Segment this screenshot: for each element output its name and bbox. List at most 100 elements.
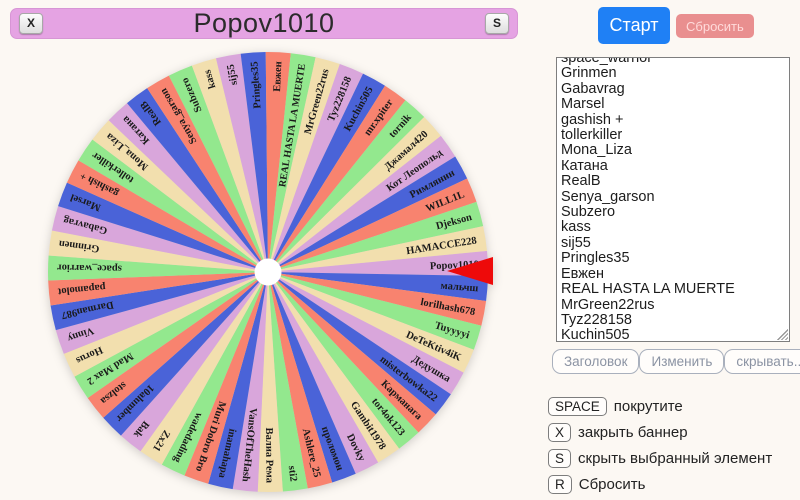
participant-line: REAL HASTA LA MUERTE bbox=[561, 281, 735, 298]
hint-space-label: покрутите bbox=[613, 397, 683, 415]
wheel-segment bbox=[51, 206, 268, 272]
wheel-segment bbox=[120, 272, 268, 452]
participant-line: tollerkiller bbox=[561, 127, 623, 144]
wheel-segment bbox=[92, 120, 268, 272]
wheel-segment bbox=[268, 117, 441, 272]
wheel-segment bbox=[208, 272, 268, 490]
banner-title: Popov1010 bbox=[193, 8, 335, 38]
banner: X Popov1010 S bbox=[10, 8, 518, 39]
wheel-segment bbox=[268, 156, 468, 272]
space-keycap[interactable]: SPACE bbox=[548, 396, 607, 416]
wheel-segment-label: space_warrior bbox=[57, 262, 122, 274]
hint-x-label: закрыть баннер bbox=[578, 423, 688, 441]
participant-line: Subzero bbox=[561, 204, 616, 221]
hint-s-label: скрыть выбранный элемент bbox=[578, 449, 773, 467]
wheel-segment-label: Евжен bbox=[272, 61, 284, 92]
wheel-segment bbox=[268, 272, 488, 302]
list-actions: Заголовок Изменить скрывать... bbox=[552, 349, 800, 374]
wheel-segment bbox=[215, 53, 268, 273]
participant-line: gashish + bbox=[561, 111, 624, 128]
wheel-segment bbox=[63, 272, 268, 377]
wheel-segment bbox=[140, 272, 268, 465]
hide-mode-button[interactable]: скрывать... bbox=[724, 349, 800, 374]
wheel-segment bbox=[268, 272, 474, 373]
wheel-segment bbox=[78, 139, 268, 272]
wheel-segment-label: kass bbox=[202, 68, 218, 90]
wheel-segment bbox=[268, 272, 482, 350]
wheel-segment bbox=[66, 160, 268, 272]
participant-line: Senya_garson bbox=[561, 188, 655, 205]
wheel-segment-label: sti2 bbox=[286, 465, 299, 482]
wheel-segment bbox=[268, 272, 451, 415]
participants-lines: space_warrior Grinmen Gabavrag Marsel gashis… bbox=[561, 57, 785, 342]
hint-space: SPACE покрутите bbox=[548, 396, 772, 416]
participant-line: space_warrior bbox=[561, 57, 653, 66]
participant-line: Kuchin505 bbox=[561, 327, 630, 342]
wheel-segment bbox=[268, 272, 487, 326]
wheel-segment bbox=[268, 272, 464, 395]
s-keycap[interactable]: S bbox=[548, 448, 572, 468]
wheel-segment bbox=[191, 58, 268, 272]
wheel-segment-label: Валиа Рема bbox=[263, 428, 275, 484]
wheel-segment bbox=[87, 272, 268, 418]
wheel-segment bbox=[268, 53, 316, 272]
participant-line: kass bbox=[561, 219, 591, 236]
resize-handle-icon[interactable] bbox=[777, 329, 788, 340]
wheel-segment bbox=[48, 230, 269, 272]
wheel-segment bbox=[268, 100, 425, 272]
participant-line: Катана bbox=[561, 157, 608, 174]
wheel-segment bbox=[268, 272, 308, 492]
wheel-segment bbox=[55, 272, 268, 354]
wheel-segment bbox=[268, 57, 340, 273]
wheel-segment-label: papamolot bbox=[57, 281, 106, 297]
wheel-segment bbox=[58, 182, 268, 272]
wheel-segment bbox=[240, 52, 268, 273]
keyboard-hints: SPACE покрутите X закрыть баннер S скрыт… bbox=[548, 396, 772, 500]
hint-r-label: Сбросить bbox=[578, 475, 646, 493]
header-button[interactable]: Заголовок bbox=[552, 349, 640, 374]
wheel-segment bbox=[265, 51, 291, 272]
x-keycap[interactable]: X bbox=[548, 422, 572, 442]
banner-close-button[interactable]: X bbox=[19, 13, 43, 34]
participants-list[interactable]: space_warrior Grinmen Gabavrag Marsel gashis… bbox=[556, 57, 790, 342]
wheel-segment bbox=[168, 65, 268, 272]
wheel-segment bbox=[257, 272, 283, 493]
wheel-segment bbox=[74, 272, 269, 399]
wheel-segment-label: мальчш bbox=[440, 281, 479, 295]
wheel-pointer-icon bbox=[447, 257, 493, 285]
hint-x: X закрыть баннер bbox=[548, 422, 772, 442]
wheel-segment bbox=[126, 88, 269, 272]
wheel-segment bbox=[268, 64, 364, 272]
hint-r: R Сбросить bbox=[548, 474, 772, 494]
wheel-segment bbox=[268, 178, 477, 272]
wheel[interactable]: Popov1010мальчшlorilhash678TuyyyyiDeTeKt… bbox=[0, 0, 540, 500]
participant-line: Tyz228158 bbox=[561, 311, 632, 328]
wheel-segment bbox=[268, 250, 488, 277]
participant-line: Gabavrag bbox=[561, 80, 625, 97]
wheel-segment bbox=[268, 272, 379, 474]
wheel-segment bbox=[184, 272, 268, 484]
wheel-segment bbox=[268, 272, 436, 433]
banner-hide-button[interactable]: S bbox=[485, 13, 509, 34]
wheel-segment bbox=[268, 272, 400, 463]
start-button[interactable]: Старт bbox=[598, 7, 670, 44]
wheel-hub bbox=[254, 258, 282, 286]
wheel-segment bbox=[268, 201, 484, 272]
wheel-segment bbox=[268, 272, 333, 489]
participant-line: Евжен bbox=[561, 265, 604, 282]
reset-button[interactable]: Сбросить bbox=[676, 14, 754, 38]
wheel-segment bbox=[268, 272, 419, 449]
participant-line: Marsel bbox=[561, 96, 605, 113]
wheel-segment bbox=[48, 272, 268, 306]
participant-line: Pringles35 bbox=[561, 250, 630, 267]
wheel-segment bbox=[48, 255, 268, 281]
hint-s: S скрыть выбранный элемент bbox=[548, 448, 772, 468]
r-keycap[interactable]: R bbox=[548, 474, 572, 494]
participant-line: MrGreen22rus bbox=[561, 296, 655, 313]
wheel-segment bbox=[50, 272, 268, 331]
wheel-segment bbox=[268, 73, 386, 272]
wheel-segment bbox=[147, 75, 268, 272]
wheel-segment-label: sij55 bbox=[226, 63, 241, 86]
wheel-segment-label: Grinmen bbox=[58, 238, 100, 254]
edit-button[interactable]: Изменить bbox=[639, 349, 725, 374]
